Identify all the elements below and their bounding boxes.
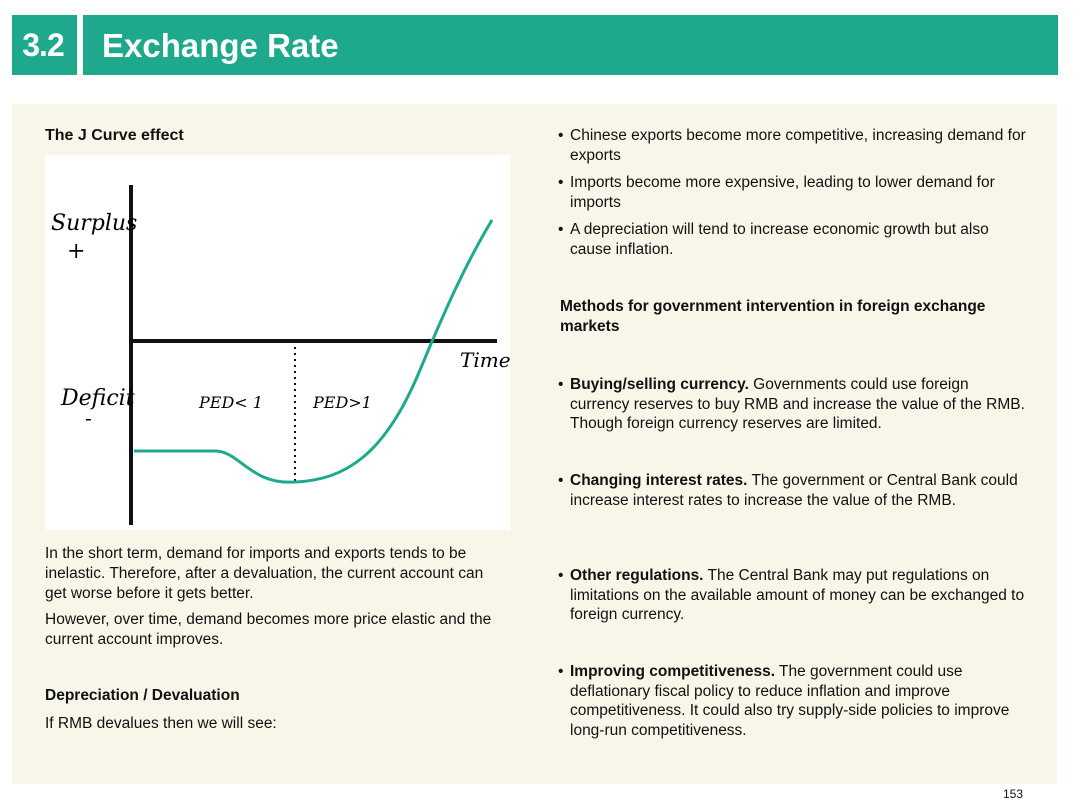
page-title: Exchange Rate xyxy=(102,27,339,64)
ped-greater-label: PED>1 xyxy=(312,393,372,412)
section-header: 3.2 Exchange Rate xyxy=(12,15,1058,75)
deficit-sign: - xyxy=(85,406,92,430)
method-title: Other regulations. xyxy=(570,567,704,584)
method-competitiveness: • Improving competitiveness. The governme… xyxy=(558,662,1030,740)
bullet-dot: • xyxy=(558,663,564,680)
method-title: Improving competitiveness. xyxy=(570,663,775,680)
method-text: The government could use deflationary fi… xyxy=(570,663,1010,739)
method-regulations: • Other regulations. The Central Bank may… xyxy=(558,566,1030,625)
method-text: The Central Bank may put regulations on … xyxy=(570,567,1025,623)
bullet-dot: • xyxy=(558,376,564,393)
method-buying-selling: • Buying/selling currency. Governments co… xyxy=(558,375,1030,434)
deficit-label: Deficit xyxy=(60,386,135,411)
j-curve-heading: The J Curve effect xyxy=(45,127,184,144)
methods-heading: Methods for government intervention in f… xyxy=(560,298,986,335)
depreciation-text: If RMB devalues then we will see: xyxy=(45,715,277,732)
bullet-text: Chinese exports become more competitive,… xyxy=(570,127,1026,164)
bullet-text: Imports become more expensive, leading t… xyxy=(570,174,995,211)
bullet-dot: • xyxy=(558,567,564,584)
bullet-dot: • xyxy=(558,472,564,489)
bullet-imports: • Imports become more expensive, leading … xyxy=(558,173,1030,212)
long-term-paragraph: However, over time, demand becomes more … xyxy=(45,611,492,648)
bullet-dot: • xyxy=(558,174,564,191)
method-text: Governments could use foreign currency r… xyxy=(570,376,1025,432)
time-label: Time xyxy=(460,348,510,372)
header-divider xyxy=(77,15,83,75)
section-number: 3.2 xyxy=(22,27,64,63)
ped-less-label: PED< 1 xyxy=(198,393,263,412)
method-title: Buying/selling currency. xyxy=(570,376,749,393)
surplus-sign: + xyxy=(67,239,85,264)
j-curve-line xyxy=(134,219,494,484)
method-interest-rates: • Changing interest rates. The government… xyxy=(558,471,1030,510)
page-number: 153 xyxy=(1003,787,1024,801)
bullet-dot: • xyxy=(558,221,564,238)
j-curve-svg: Surplus + Deficit - Time PED< 1 PED>1 xyxy=(51,185,511,525)
bullet-text: A depreciation will tend to increase eco… xyxy=(570,221,989,258)
method-title: Changing interest rates. xyxy=(570,472,748,489)
method-text: The government or Central Bank could inc… xyxy=(570,472,1018,509)
bullet-dot: • xyxy=(558,127,564,144)
surplus-label: Surplus xyxy=(51,211,137,236)
short-term-paragraph: In the short term, demand for imports an… xyxy=(45,545,484,602)
depreciation-heading: Depreciation / Devaluation xyxy=(45,687,240,704)
bullet-growth: • A depreciation will tend to increase ec… xyxy=(558,220,1030,259)
bullet-exports: • Chinese exports become more competitive… xyxy=(558,126,1030,165)
j-curve-graph: Surplus + Deficit - Time PED< 1 PED>1 xyxy=(45,155,511,530)
